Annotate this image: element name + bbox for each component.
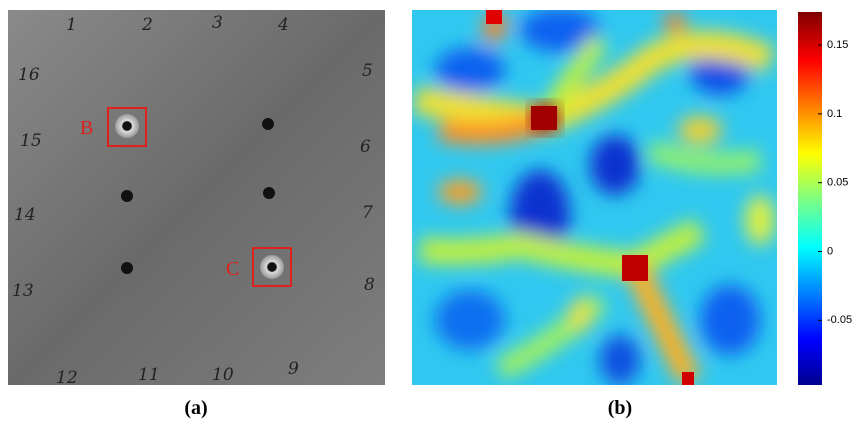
heatmap bbox=[412, 8, 777, 385]
marker-label: B bbox=[80, 117, 93, 139]
sensor-label: 9 bbox=[288, 359, 299, 379]
marker-label: C bbox=[226, 258, 239, 280]
sensor-label: 13 bbox=[12, 281, 34, 301]
sensor-label: 11 bbox=[138, 365, 160, 385]
marker-hole bbox=[115, 114, 139, 138]
colorbar-tick-label: 0.1 bbox=[827, 108, 842, 120]
sensor-label: 3 bbox=[212, 13, 223, 33]
colorbar-tick-label: -0.05 bbox=[827, 314, 852, 326]
sensor-label: 5 bbox=[362, 61, 373, 81]
marker-hole bbox=[260, 255, 284, 279]
panel-b: 0.15 0.1 0.05 0 -0.05 (b) bbox=[412, 8, 852, 419]
sensor-label: 8 bbox=[364, 275, 375, 295]
sensor-label: 7 bbox=[362, 203, 373, 223]
figure: B C 1 2 3 4 5 6 7 8 9 10 11 12 13 14 15 … bbox=[0, 0, 861, 421]
caption: (b) bbox=[608, 397, 632, 419]
sensor-label: 10 bbox=[212, 365, 234, 385]
panel-a: B C 1 2 3 4 5 6 7 8 9 10 11 12 13 14 15 … bbox=[8, 10, 385, 419]
sensor-label: 14 bbox=[14, 205, 36, 225]
sensor-label: 1 bbox=[66, 15, 77, 35]
colorbar-ticks: 0.15 0.1 0.05 0 -0.05 bbox=[818, 39, 852, 326]
caption: (a) bbox=[184, 397, 207, 419]
colorbar-tick-label: 0.15 bbox=[827, 39, 848, 51]
colorbar-tick-label: 0 bbox=[827, 245, 833, 257]
colorbar-tick-label: 0.05 bbox=[827, 177, 848, 189]
sensor-label: 4 bbox=[277, 15, 289, 35]
sensor-label: 12 bbox=[56, 368, 78, 388]
sensor-label: 16 bbox=[18, 65, 40, 85]
colorbar bbox=[798, 12, 822, 385]
sensor-label: 2 bbox=[141, 15, 153, 35]
plate-photo bbox=[8, 10, 385, 385]
sensor-label: 6 bbox=[360, 137, 371, 157]
sensor-label: 15 bbox=[20, 131, 42, 151]
